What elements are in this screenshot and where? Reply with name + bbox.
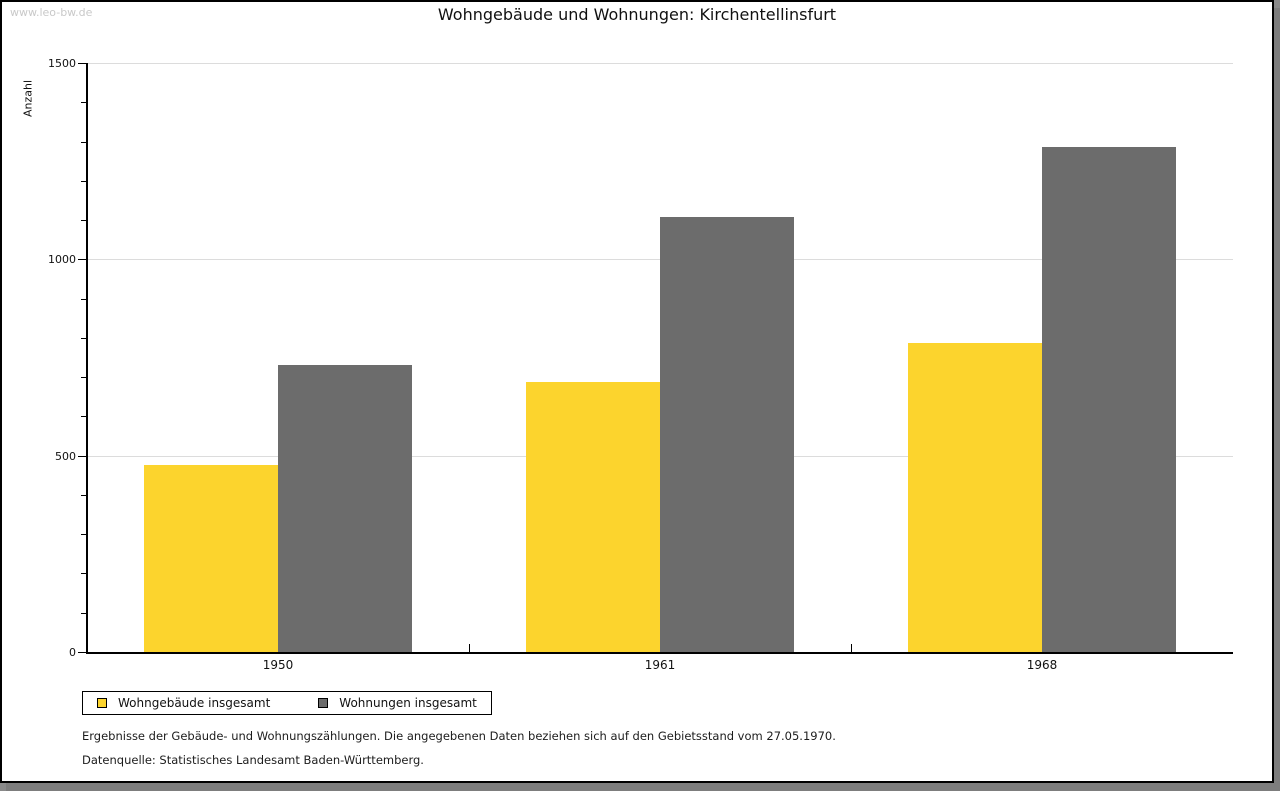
y-tick-0 bbox=[78, 652, 86, 653]
y-tick-1100 bbox=[81, 220, 86, 222]
legend-label-wohngebaeude: Wohngebäude insgesamt bbox=[118, 696, 271, 710]
x-axis-line bbox=[86, 652, 1233, 654]
x-tick-label-1950: 1950 bbox=[262, 658, 294, 672]
legend-item-wohnungen: Wohnungen insgesamt bbox=[318, 696, 477, 710]
legend-swatch-wohnungen bbox=[318, 698, 329, 708]
bar-wohngebaeude-1950 bbox=[144, 465, 278, 652]
y-tick-label-1000: 1000 bbox=[48, 253, 76, 267]
y-axis-label: Anzahl bbox=[21, 79, 35, 118]
y-tick-900 bbox=[81, 298, 86, 300]
bar-wohngebaeude-1968 bbox=[908, 343, 1042, 652]
gridline-1500 bbox=[88, 63, 1233, 64]
y-tick-600 bbox=[81, 416, 86, 418]
x-boundary-tick-2 bbox=[851, 644, 852, 652]
bar-wohnungen-1961 bbox=[660, 217, 794, 652]
y-tick-800 bbox=[81, 337, 86, 339]
y-axis-line bbox=[86, 63, 88, 654]
y-tick-label-500: 500 bbox=[55, 449, 76, 463]
y-tick-700 bbox=[81, 377, 86, 379]
y-tick-1400 bbox=[81, 102, 86, 104]
x-tick-label-1961: 1961 bbox=[644, 658, 676, 672]
y-tick-100 bbox=[81, 612, 86, 614]
y-tick-400 bbox=[81, 494, 86, 496]
chart-title: Wohngebäude und Wohnungen: Kirchentellin… bbox=[437, 5, 837, 24]
footnote-source-note: Ergebnisse der Gebäude- und Wohnungszähl… bbox=[82, 729, 836, 743]
bar-wohngebaeude-1961 bbox=[526, 382, 660, 652]
x-tick-label-1968: 1968 bbox=[1026, 658, 1058, 672]
legend-item-wohngebaeude: Wohngebäude insgesamt bbox=[97, 696, 270, 710]
x-boundary-tick-1 bbox=[469, 644, 470, 652]
y-tick-label-1500: 1500 bbox=[48, 57, 76, 70]
y-tick-300 bbox=[81, 534, 86, 536]
legend-swatch-wohngebaeude bbox=[97, 698, 107, 708]
y-tick-1300 bbox=[81, 141, 86, 143]
bar-wohnungen-1968 bbox=[1042, 147, 1176, 652]
y-tick-1000 bbox=[78, 259, 86, 261]
y-tick-200 bbox=[81, 573, 86, 575]
footnote-data-source: Datenquelle: Statistisches Landesamt Bad… bbox=[82, 753, 424, 767]
bar-wohnungen-1950 bbox=[278, 365, 412, 652]
chart-legend: Wohngebäude insgesamt Wohnungen insgesam… bbox=[82, 691, 492, 715]
watermark-url: www.leo-bw.de bbox=[10, 6, 93, 19]
y-tick-label-0: 0 bbox=[69, 646, 76, 659]
y-tick-1200 bbox=[81, 180, 86, 182]
y-tick-1500 bbox=[78, 63, 86, 64]
y-tick-500 bbox=[78, 455, 86, 457]
legend-label-wohnungen: Wohnungen insgesamt bbox=[339, 696, 477, 710]
